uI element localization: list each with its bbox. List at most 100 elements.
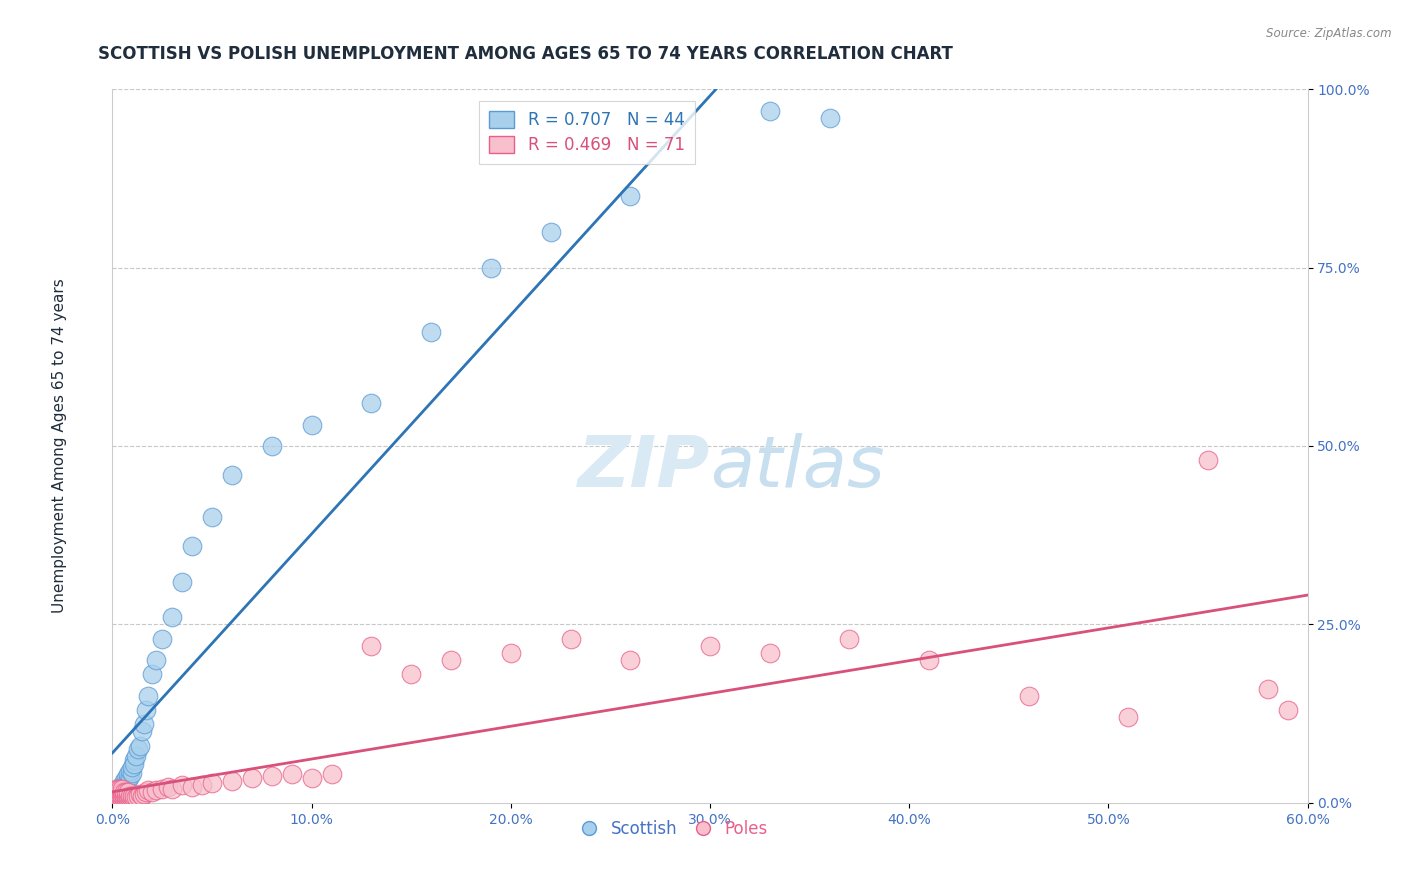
Point (1257, 681, 1279, 696)
Point (260, 439, 283, 453)
Point (699, 639, 721, 653)
Point (117, 772, 139, 787)
Point (125, 790, 148, 805)
Point (103, 785, 125, 799)
Point (141, 785, 163, 799)
Point (110, 787, 132, 801)
Point (121, 760, 143, 774)
Point (150, 632, 173, 646)
Point (131, 724, 153, 739)
Point (111, 778, 134, 792)
Point (145, 783, 167, 797)
Point (818, 111, 841, 125)
Point (918, 653, 941, 667)
Point (111, 781, 134, 796)
Point (420, 325, 443, 339)
Point (260, 769, 283, 783)
Point (1018, 689, 1040, 703)
Point (759, 646, 782, 660)
Point (114, 789, 135, 803)
Point (124, 792, 146, 806)
Point (110, 781, 132, 796)
Point (115, 789, 138, 803)
Point (115, 792, 138, 806)
Point (127, 742, 149, 756)
Point (111, 792, 134, 806)
Point (360, 396, 382, 410)
Text: ZIP: ZIP (578, 433, 710, 502)
Point (117, 767, 139, 781)
Point (301, 771, 323, 785)
Point (301, 417, 323, 432)
Point (105, 781, 128, 796)
Point (120, 789, 142, 803)
Point (172, 778, 194, 792)
Point (115, 771, 138, 785)
Point (1197, 453, 1219, 467)
Text: atlas: atlas (710, 433, 884, 502)
Point (138, 783, 160, 797)
Point (141, 667, 163, 681)
Point (131, 789, 153, 803)
Point (121, 765, 143, 780)
Point (619, 189, 641, 203)
Point (1277, 703, 1299, 717)
Point (105, 789, 128, 803)
Point (321, 767, 343, 781)
Point (115, 785, 138, 799)
Point (162, 781, 183, 796)
Point (107, 781, 129, 796)
Point (105, 785, 128, 799)
Point (619, 653, 641, 667)
Point (114, 792, 135, 806)
Point (114, 774, 135, 789)
Point (120, 769, 142, 783)
Legend: Scottish, Poles: Scottish, Poles (574, 814, 775, 845)
Point (103, 789, 125, 803)
Point (110, 781, 132, 796)
Point (121, 792, 143, 806)
Point (540, 225, 562, 239)
Point (157, 780, 180, 794)
Point (110, 792, 132, 806)
Text: Source: ZipAtlas.com: Source: ZipAtlas.com (1267, 27, 1392, 40)
Point (440, 653, 463, 667)
Point (110, 785, 132, 799)
Point (121, 789, 143, 803)
Point (135, 785, 157, 799)
Point (138, 689, 160, 703)
Point (105, 792, 128, 806)
Point (129, 739, 152, 753)
Point (240, 771, 263, 785)
Point (107, 785, 129, 799)
Point (115, 776, 138, 790)
Point (172, 574, 194, 589)
Point (560, 632, 582, 646)
Point (107, 789, 129, 803)
Point (1118, 710, 1140, 724)
Point (111, 783, 134, 797)
Point (162, 610, 183, 624)
Point (127, 789, 149, 803)
Point (181, 539, 204, 553)
Point (117, 792, 139, 806)
Point (181, 780, 204, 794)
Point (107, 792, 129, 806)
Point (124, 753, 146, 767)
Point (111, 789, 134, 803)
Point (201, 510, 224, 524)
Point (124, 789, 146, 803)
Point (759, 103, 782, 118)
Point (110, 789, 132, 803)
Point (111, 785, 134, 799)
Point (145, 653, 167, 667)
Text: SCOTTISH VS POLISH UNEMPLOYMENT AMONG AGES 65 TO 74 YEARS CORRELATION CHART: SCOTTISH VS POLISH UNEMPLOYMENT AMONG AG… (98, 45, 953, 62)
Point (114, 785, 135, 799)
Point (221, 467, 243, 482)
Point (124, 756, 146, 771)
Point (134, 787, 156, 801)
Point (201, 776, 224, 790)
Point (499, 646, 522, 660)
Point (360, 639, 382, 653)
Point (281, 767, 304, 781)
